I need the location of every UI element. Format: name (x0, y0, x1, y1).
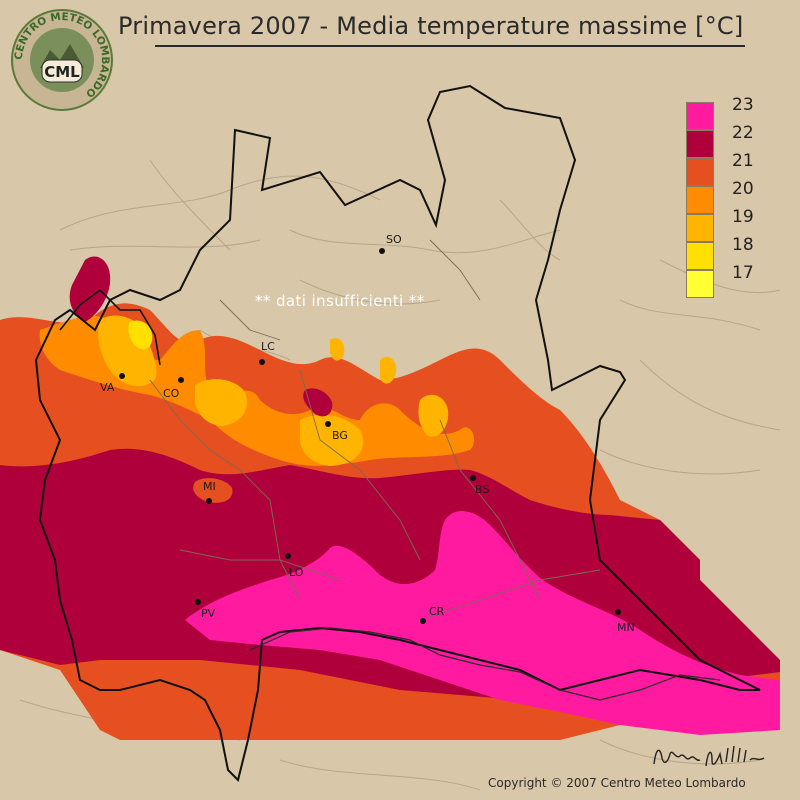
province-borders (149, 239, 601, 621)
city-label-bg: BG (332, 429, 348, 442)
legend-label: 17 (732, 263, 754, 283)
city-dot-bg (325, 421, 331, 427)
legend-label: 21 (732, 151, 754, 171)
legend-swatch (686, 186, 714, 214)
city-label-lc: LC (261, 340, 275, 353)
zone-23 (185, 510, 780, 735)
city-dot-cr (420, 618, 426, 624)
po-river (249, 627, 721, 701)
signature-image (653, 745, 765, 767)
legend-row: 19 (686, 207, 782, 242)
zone-19-bg (299, 414, 364, 466)
city-dot-co (178, 377, 184, 383)
zone-19-valleys (330, 337, 449, 437)
zone-18 (128, 320, 153, 350)
legend-row: 21 (686, 151, 782, 186)
city-label-mi: MI (203, 480, 216, 493)
city-dot-bs (470, 475, 476, 481)
city-label-bs: BS (475, 483, 490, 496)
swiss-border (59, 288, 161, 366)
legend-row: 18 (686, 235, 782, 270)
legend-label: 22 (732, 123, 754, 143)
city-dot-mi (206, 498, 212, 504)
city-label-lo: LO (289, 566, 304, 579)
copyright-text: Copyright © 2007 Centro Meteo Lombardo (488, 776, 746, 790)
zone-20 (39, 315, 475, 466)
logo-badge-text: CML (44, 63, 80, 81)
city-dot-so (379, 248, 385, 254)
legend-swatch (686, 158, 714, 186)
legend-row: 22 (686, 123, 782, 158)
city-label-va: VA (100, 381, 115, 394)
city-label-cr: CR (429, 605, 445, 618)
legend-swatch (686, 130, 714, 158)
legend-label: 18 (732, 235, 754, 255)
zone-22-bg (303, 388, 333, 417)
legend-row: 23 (686, 95, 782, 130)
legend-swatch (686, 102, 714, 130)
map-title: Primavera 2007 - Media temperature massi… (118, 12, 744, 40)
legend-label: 20 (732, 179, 754, 199)
city-dot-lo (285, 553, 291, 559)
legend-swatch (686, 242, 714, 270)
title-underline (155, 45, 745, 47)
legend: 23 22 21 20 19 18 17 (686, 95, 782, 298)
city-label-so: SO (386, 233, 402, 246)
legend-label: 19 (732, 207, 754, 227)
legend-swatch (686, 270, 714, 298)
city-dot-pv (195, 599, 201, 605)
city-label-pv: PV (201, 607, 216, 620)
city-dot-lc (259, 359, 265, 365)
city-dot-va (119, 373, 125, 379)
legend-row: 17 (686, 263, 782, 298)
city-label-co: CO (163, 387, 180, 400)
zone-19-co (195, 379, 248, 426)
city-dot-mn (615, 609, 621, 615)
region-boundary (34, 84, 761, 782)
cml-logo: CENTRO METEO LOMBARDO CML (11, 9, 113, 111)
legend-row: 20 (686, 179, 782, 214)
city-label-mn: MN (617, 621, 635, 634)
zone-21-mi (193, 478, 233, 503)
legend-label: 23 (732, 95, 754, 115)
no-data-note: ** dati insufficienti ** (255, 292, 425, 310)
legend-swatch (686, 214, 714, 242)
